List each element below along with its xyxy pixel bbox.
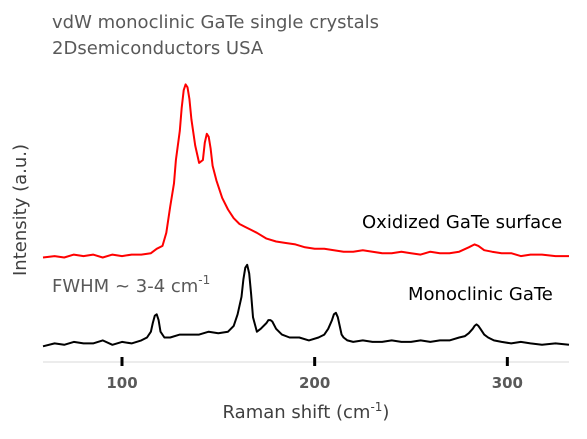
oxidized-label: Oxidized GaTe surface xyxy=(362,212,562,233)
x-axis-label-end: ) xyxy=(382,402,389,423)
x-tick-label: 200 xyxy=(299,374,330,392)
x-axis-label: Raman shift (cm-1) xyxy=(223,400,390,423)
fwhm-superscript: -1 xyxy=(198,273,210,287)
x-axis-label-superscript: -1 xyxy=(370,400,382,414)
fwhm-text: FWHM ~ 3-4 cm xyxy=(52,276,198,297)
fwhm-label: FWHM ~ 3-4 cm-1 xyxy=(52,273,210,297)
chart-title: vdW monoclinic GaTe single crystals xyxy=(52,12,379,33)
x-tick-label: 300 xyxy=(492,374,523,392)
x-ticks: 100 200 300 xyxy=(106,357,523,392)
series-line-oxidized xyxy=(42,83,569,259)
series-line-monoclinic xyxy=(42,263,570,348)
chart-subtitle: 2Dsemiconductors USA xyxy=(52,38,264,59)
monoclinic-label: Monoclinic GaTe xyxy=(408,284,553,305)
x-axis-label-text: Raman shift (cm xyxy=(223,402,371,423)
x-tick-label: 100 xyxy=(106,374,137,392)
y-axis-label: Intensity (a.u.) xyxy=(10,144,31,276)
series-layer xyxy=(42,83,570,348)
